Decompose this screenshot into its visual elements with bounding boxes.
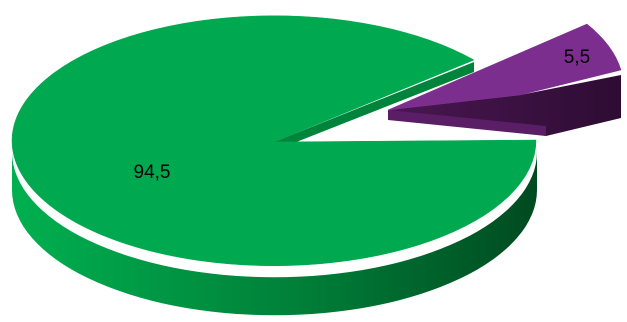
data-label-purple: 5,5 (564, 47, 590, 68)
data-label-green: 94,5 (134, 162, 171, 183)
slice-purple-top (387, 23, 622, 111)
slice-purple-side (388, 75, 621, 136)
slice-green-cut (274, 62, 474, 150)
slice-green-side (12, 152, 537, 316)
slice-purple-front (388, 110, 546, 136)
slice-green-top (11, 15, 537, 266)
